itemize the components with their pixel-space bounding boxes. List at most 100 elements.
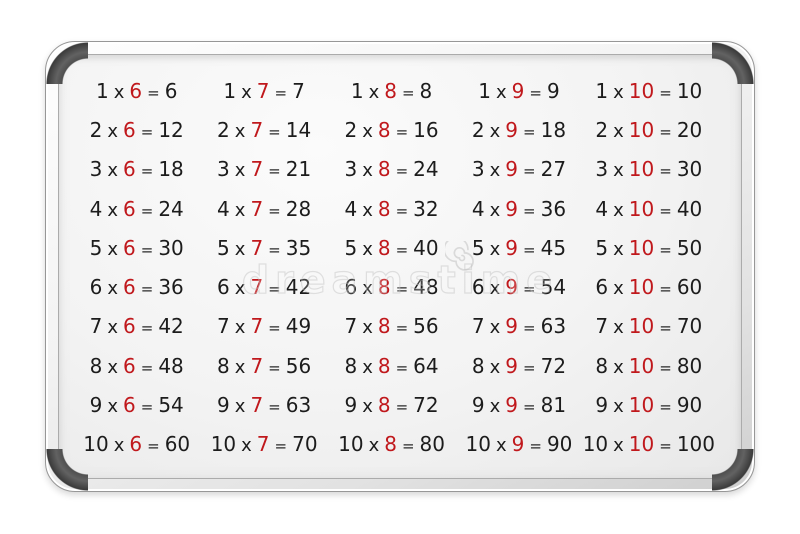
times-symbol: x <box>489 395 501 417</box>
times-symbol: x <box>107 121 119 143</box>
product: 100 <box>676 431 716 456</box>
product: 9 <box>546 79 560 103</box>
product: 7 <box>292 79 305 103</box>
multiplier: 10 <box>628 79 655 103</box>
equals-symbol: = <box>659 358 672 377</box>
multiplier: 6 <box>129 431 143 456</box>
multiplier: 8 <box>377 353 391 378</box>
times-symbol: x <box>107 317 119 339</box>
equation-row: 7 x 10 = 70 <box>595 314 702 338</box>
equation-row: 9 x 8 = 72 <box>344 393 438 417</box>
equation-row: 2 x 6 = 12 <box>90 118 184 142</box>
times-symbol: x <box>234 238 246 260</box>
times-symbol: x <box>613 82 624 103</box>
multiplier: 7 <box>250 196 264 221</box>
multiplier: 8 <box>377 118 391 143</box>
multiplier: 9 <box>505 353 519 378</box>
factor: 9 <box>89 392 103 417</box>
product: 48 <box>413 275 439 300</box>
times-symbol: x <box>234 121 246 143</box>
times-symbol: x <box>107 395 119 417</box>
times-symbol: x <box>368 82 380 103</box>
equation-row: 1 x 10 = 10 <box>595 79 702 103</box>
multiplier: 8 <box>377 392 391 417</box>
times-symbol: x <box>241 82 252 103</box>
equals-symbol: = <box>401 84 415 102</box>
equation-row: 9 x 7 = 63 <box>217 393 311 417</box>
factor: 7 <box>89 314 103 339</box>
factor: 8 <box>471 353 485 378</box>
equals-symbol: = <box>395 280 409 299</box>
equation-row: 4 x 10 = 40 <box>595 197 702 221</box>
times-symbol: x <box>113 434 125 456</box>
multiplier: 9 <box>511 79 525 103</box>
multiplier: 9 <box>505 392 519 417</box>
times-symbol: x <box>368 434 380 456</box>
product: 90 <box>546 431 573 456</box>
equation-row: 10 x 9 = 90 <box>466 432 573 456</box>
multiplier: 10 <box>628 431 655 456</box>
equation-row: 5 x 9 = 45 <box>472 236 566 260</box>
equation-row: 6 x 8 = 48 <box>344 275 438 299</box>
factor: 1 <box>350 79 364 103</box>
equation-row: 6 x 7 = 42 <box>217 275 311 299</box>
factor: 3 <box>89 157 103 182</box>
equals-symbol: = <box>140 280 154 299</box>
multiplier: 6 <box>123 235 136 260</box>
multiplier: 6 <box>123 314 136 339</box>
times-symbol: x <box>613 356 624 378</box>
equation-row: 1 x 7 = 7 <box>223 79 304 103</box>
times-symbol: x <box>107 356 119 378</box>
factor: 3 <box>471 157 485 182</box>
equation-row: 3 x 7 = 21 <box>217 157 311 181</box>
multiplier: 10 <box>628 353 655 378</box>
multiplier: 9 <box>505 118 519 143</box>
factor: 1 <box>478 79 491 103</box>
factor: 9 <box>217 392 230 417</box>
product: 50 <box>676 235 703 260</box>
multiplier: 10 <box>628 275 655 300</box>
equals-symbol: = <box>140 162 154 181</box>
times-table-8: 1 x 8 = 8 2 x 8 = 16 3 x 8 = 24 4 x 8 = 32 5 x 8 = 40 6 x 8 = 48 7 x 8 = 5… <box>328 79 455 456</box>
equation-row: 6 x 10 = 60 <box>595 275 702 299</box>
product: 24 <box>158 196 184 221</box>
times-symbol: x <box>613 121 624 143</box>
equation-row: 10 x 7 = 70 <box>211 432 318 456</box>
times-symbol: x <box>489 278 501 300</box>
times-symbol: x <box>234 278 246 300</box>
equation-row: 5 x 10 = 50 <box>595 236 702 260</box>
equation-row: 3 x 10 = 30 <box>595 157 702 181</box>
equals-symbol: = <box>659 201 672 220</box>
multiplier: 10 <box>628 118 655 143</box>
product: 40 <box>676 196 703 221</box>
equals-symbol: = <box>395 201 409 220</box>
times-symbol: x <box>234 395 246 417</box>
product: 48 <box>158 353 184 378</box>
equals-symbol: = <box>140 123 154 142</box>
equation-row: 4 x 9 = 36 <box>472 197 566 221</box>
factor: 7 <box>344 314 358 339</box>
times-symbol: x <box>107 278 119 300</box>
equation-row: 9 x 9 = 81 <box>472 393 566 417</box>
factor: 2 <box>217 118 230 143</box>
product: 8 <box>419 79 433 103</box>
factor: 5 <box>89 235 103 260</box>
multiplier: 8 <box>377 196 391 221</box>
product: 14 <box>285 118 312 143</box>
equals-symbol: = <box>268 162 281 181</box>
equation-row: 7 x 6 = 42 <box>90 314 184 338</box>
product: 72 <box>413 392 439 417</box>
factor: 6 <box>217 275 230 300</box>
product: 64 <box>413 353 439 378</box>
equals-symbol: = <box>268 319 281 338</box>
equals-symbol: = <box>268 201 281 220</box>
equals-symbol: = <box>274 84 288 102</box>
equation-row: 6 x 6 = 36 <box>90 275 184 299</box>
equals-symbol: = <box>523 358 536 377</box>
times-symbol: x <box>489 356 501 378</box>
times-symbol: x <box>613 199 624 221</box>
equals-symbol: = <box>268 397 281 416</box>
product: 90 <box>676 392 703 417</box>
factor: 4 <box>89 196 103 221</box>
equation-row: 9 x 6 = 54 <box>90 393 184 417</box>
